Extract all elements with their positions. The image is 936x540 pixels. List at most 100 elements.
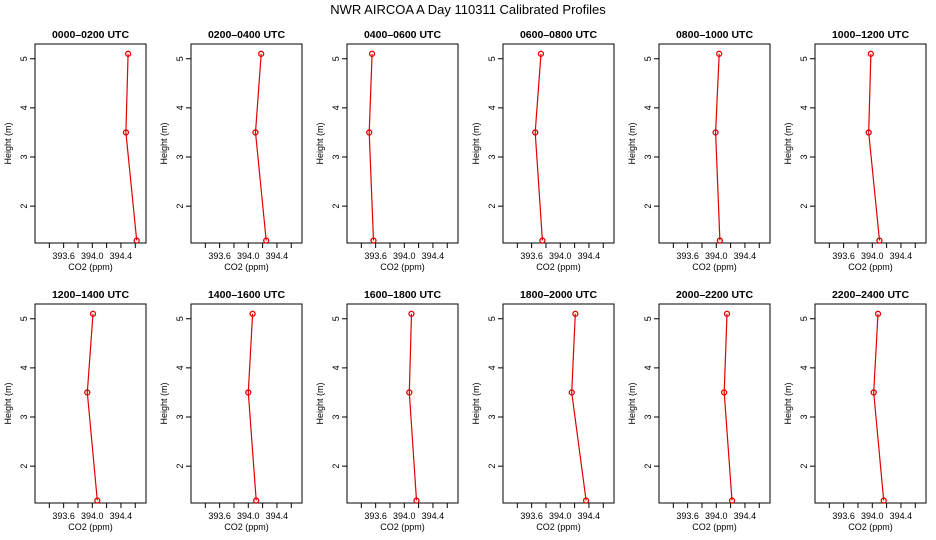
data-point [712,129,719,136]
plot-frame [814,43,927,244]
y-tick-label: 4 [487,365,497,370]
data-point [124,50,132,57]
panel-title: 1800–2000 UTC [520,289,597,301]
x-axis-label: CO2 (ppm) [68,262,113,272]
data-point [258,50,265,57]
x-axis-label: CO2 (ppm) [848,522,893,532]
y-tick-label: 3 [799,155,809,160]
data-point [582,497,590,504]
profile-line [714,53,721,241]
data-point [532,129,539,136]
data-point [413,497,420,504]
plot-frame [502,43,615,244]
profile-line [723,313,733,501]
data-point [122,129,130,136]
y-tick-label: 4 [331,105,341,110]
y-tick-label: 4 [487,105,497,110]
y-tick-label: 2 [175,464,185,469]
data-point [406,389,413,396]
profile-line [368,53,375,241]
x-tick-label: 393.6 [52,511,75,521]
profile-line [125,53,138,241]
panel-title: 1000–1200 UTC [832,29,909,41]
panel-title: 0600–0800 UTC [520,29,597,41]
y-axis-label: Height (m) [159,382,169,424]
y-tick-label: 4 [799,365,809,370]
y-tick-label: 4 [19,105,29,110]
data-point [539,237,546,244]
x-tick-label: 394.0 [237,251,260,261]
x-tick-label: 393.6 [208,251,231,261]
data-point [133,237,140,244]
plot-frame [502,303,615,504]
y-tick-label: 5 [331,56,341,61]
y-tick-label: 3 [331,155,341,160]
x-axis-label: CO2 (ppm) [848,262,893,272]
data-point [253,497,260,504]
y-axis-label: Height (m) [471,382,481,424]
y-tick-label: 2 [643,464,653,469]
y-tick-label: 5 [643,316,653,321]
x-tick-label: 394.4 [890,511,913,521]
profile-line [873,313,885,501]
x-axis-label: CO2 (ppm) [692,262,737,272]
y-tick-label: 5 [175,56,185,61]
x-tick-label: 394.4 [734,251,757,261]
x-tick-label: 393.6 [520,511,543,521]
x-tick-label: 394.0 [861,511,884,521]
y-tick-label: 5 [175,316,185,321]
x-tick-label: 393.6 [832,251,855,261]
x-tick-label: 394.4 [578,511,601,521]
y-axis-label: Height (m) [627,122,637,164]
data-point [867,50,875,57]
x-axis-label: CO2 (ppm) [536,262,581,272]
y-tick-label: 2 [643,204,653,209]
plot-frame [814,303,927,504]
y-tick-label: 3 [487,155,497,160]
y-tick-label: 3 [175,415,185,420]
x-tick-label: 394.0 [393,251,416,261]
data-point [716,50,723,57]
x-tick-label: 393.6 [832,511,855,521]
y-tick-label: 4 [175,365,185,370]
y-tick-label: 5 [487,56,497,61]
y-tick-label: 5 [331,316,341,321]
profile-line [247,313,257,501]
plot-frame [190,43,303,244]
data-point [537,50,545,57]
y-tick-label: 4 [799,105,809,110]
y-tick-label: 3 [331,415,341,420]
y-tick-label: 3 [643,415,653,420]
y-tick-label: 3 [643,155,653,160]
data-point [252,129,259,136]
x-tick-label: 394.4 [890,251,913,261]
x-tick-label: 394.0 [393,511,416,521]
y-tick-label: 2 [19,204,29,209]
data-point [370,237,377,244]
plot-frame [190,303,303,504]
plot-frame [34,43,147,244]
plot-frame [658,43,771,244]
y-tick-label: 3 [19,155,29,160]
y-tick-label: 2 [331,464,341,469]
x-tick-label: 394.0 [549,511,572,521]
y-tick-label: 3 [799,415,809,420]
y-tick-label: 5 [487,316,497,321]
x-axis-label: CO2 (ppm) [68,522,113,532]
y-tick-label: 3 [487,415,497,420]
y-tick-label: 2 [487,464,497,469]
y-tick-label: 4 [19,365,29,370]
figure-title: NWR AIRCOA A Day 110311 Calibrated Profi… [330,2,606,17]
y-axis-label: Height (m) [627,382,637,424]
y-tick-label: 4 [331,365,341,370]
panel-title: 2200–2400 UTC [832,289,909,301]
data-point [568,389,575,396]
x-tick-label: 394.4 [266,511,289,521]
x-tick-label: 394.0 [705,251,728,261]
